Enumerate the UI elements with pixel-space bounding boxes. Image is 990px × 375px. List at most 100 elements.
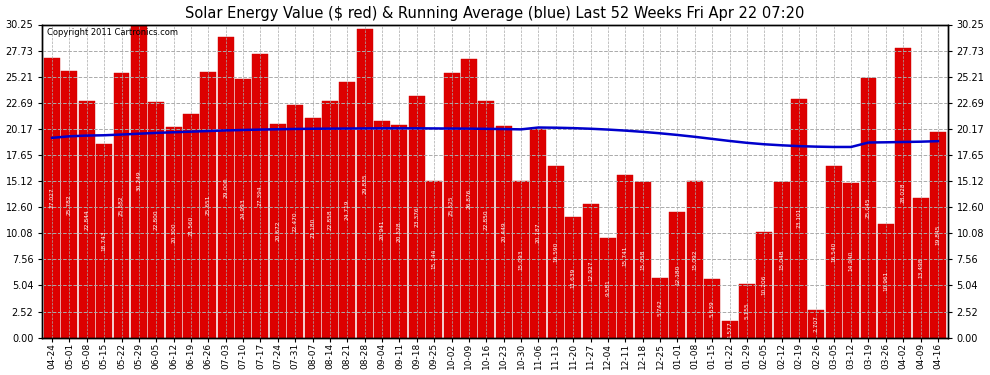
Text: 24.993: 24.993 [241, 198, 246, 219]
Bar [930, 132, 946, 338]
Text: 28.028: 28.028 [901, 182, 906, 203]
Bar [565, 217, 581, 338]
Bar [773, 182, 790, 338]
Bar [131, 24, 147, 338]
Bar [218, 38, 234, 338]
Bar [252, 54, 268, 338]
Text: 25.582: 25.582 [119, 195, 124, 216]
Bar [61, 71, 77, 338]
Bar [843, 183, 859, 338]
Text: 15.144: 15.144 [432, 249, 437, 270]
Bar [44, 58, 60, 338]
Bar [148, 102, 164, 338]
Text: 26.876: 26.876 [466, 188, 471, 209]
Bar [322, 101, 338, 338]
Bar [756, 232, 772, 338]
Bar [704, 279, 720, 338]
Bar [461, 59, 477, 338]
Bar [582, 204, 599, 338]
Bar [409, 96, 425, 338]
Bar [669, 211, 685, 338]
Bar [722, 321, 738, 338]
Text: 14.940: 14.940 [848, 250, 853, 270]
Bar [270, 124, 286, 338]
Bar [618, 175, 634, 338]
Bar [165, 128, 181, 338]
Text: 15.058: 15.058 [641, 249, 645, 270]
Bar [427, 181, 443, 338]
Text: 25.651: 25.651 [206, 195, 211, 215]
Text: 15.048: 15.048 [779, 249, 784, 270]
Text: 5.155: 5.155 [744, 303, 749, 320]
Text: 16.540: 16.540 [832, 242, 837, 262]
Bar [652, 278, 668, 338]
Text: 27.027: 27.027 [50, 188, 54, 208]
Text: 15.093: 15.093 [519, 249, 524, 270]
Text: 16.590: 16.590 [553, 242, 558, 262]
Text: 21.560: 21.560 [188, 216, 193, 236]
Bar [547, 166, 563, 338]
Bar [496, 126, 512, 338]
Bar [114, 73, 130, 338]
Text: 10.961: 10.961 [883, 271, 888, 291]
Text: 22.800: 22.800 [153, 209, 158, 230]
Text: 1.577: 1.577 [727, 321, 732, 338]
Bar [739, 284, 755, 338]
Text: 2.707: 2.707 [814, 315, 819, 332]
Bar [374, 121, 390, 338]
Text: 9.581: 9.581 [606, 280, 611, 296]
Text: 20.941: 20.941 [379, 219, 384, 240]
Text: 20.187: 20.187 [536, 223, 541, 243]
Bar [809, 310, 825, 338]
Text: 23.101: 23.101 [797, 208, 802, 228]
Text: 13.498: 13.498 [918, 258, 923, 278]
Text: 20.528: 20.528 [397, 221, 402, 242]
Text: 22.844: 22.844 [84, 209, 89, 230]
Text: 20.449: 20.449 [501, 222, 506, 242]
Bar [305, 118, 321, 338]
Text: 12.180: 12.180 [675, 264, 680, 285]
Text: 24.719: 24.719 [345, 200, 349, 220]
Text: 30.249: 30.249 [137, 171, 142, 191]
Text: 15.092: 15.092 [692, 249, 697, 270]
Bar [391, 125, 408, 338]
Bar [235, 79, 251, 338]
Text: 5.742: 5.742 [657, 300, 662, 316]
Text: 29.835: 29.835 [362, 173, 367, 194]
Text: 25.525: 25.525 [449, 195, 454, 216]
Text: 20.300: 20.300 [171, 222, 176, 243]
Text: 12.927: 12.927 [588, 261, 593, 281]
Text: 22.850: 22.850 [484, 209, 489, 230]
Bar [79, 101, 95, 338]
Text: 10.206: 10.206 [761, 274, 767, 295]
Bar [183, 114, 199, 338]
Text: 23.376: 23.376 [415, 206, 420, 227]
Bar [791, 99, 807, 338]
Text: 21.180: 21.180 [310, 218, 315, 238]
Text: 22.858: 22.858 [328, 209, 333, 230]
Bar [96, 144, 112, 338]
Bar [287, 105, 303, 338]
Text: 15.741: 15.741 [623, 246, 628, 266]
Bar [356, 29, 372, 338]
Bar [340, 82, 355, 338]
Text: 27.394: 27.394 [258, 186, 263, 206]
Text: Copyright 2011 Cartronics.com: Copyright 2011 Cartronics.com [47, 28, 178, 37]
Bar [895, 48, 911, 338]
Text: 18.743: 18.743 [102, 230, 107, 251]
Bar [478, 101, 494, 338]
Bar [513, 182, 529, 338]
Text: 22.470: 22.470 [293, 211, 298, 232]
Bar [600, 238, 616, 338]
Text: 5.639: 5.639 [710, 300, 715, 317]
Bar [531, 129, 546, 338]
Text: 29.000: 29.000 [223, 177, 229, 198]
Bar [200, 72, 217, 338]
Text: 25.045: 25.045 [866, 198, 871, 218]
Text: 11.639: 11.639 [570, 267, 575, 288]
Bar [826, 166, 842, 338]
Text: 25.782: 25.782 [67, 194, 72, 214]
Bar [444, 74, 459, 338]
Bar [687, 182, 703, 338]
Text: 20.672: 20.672 [275, 220, 280, 241]
